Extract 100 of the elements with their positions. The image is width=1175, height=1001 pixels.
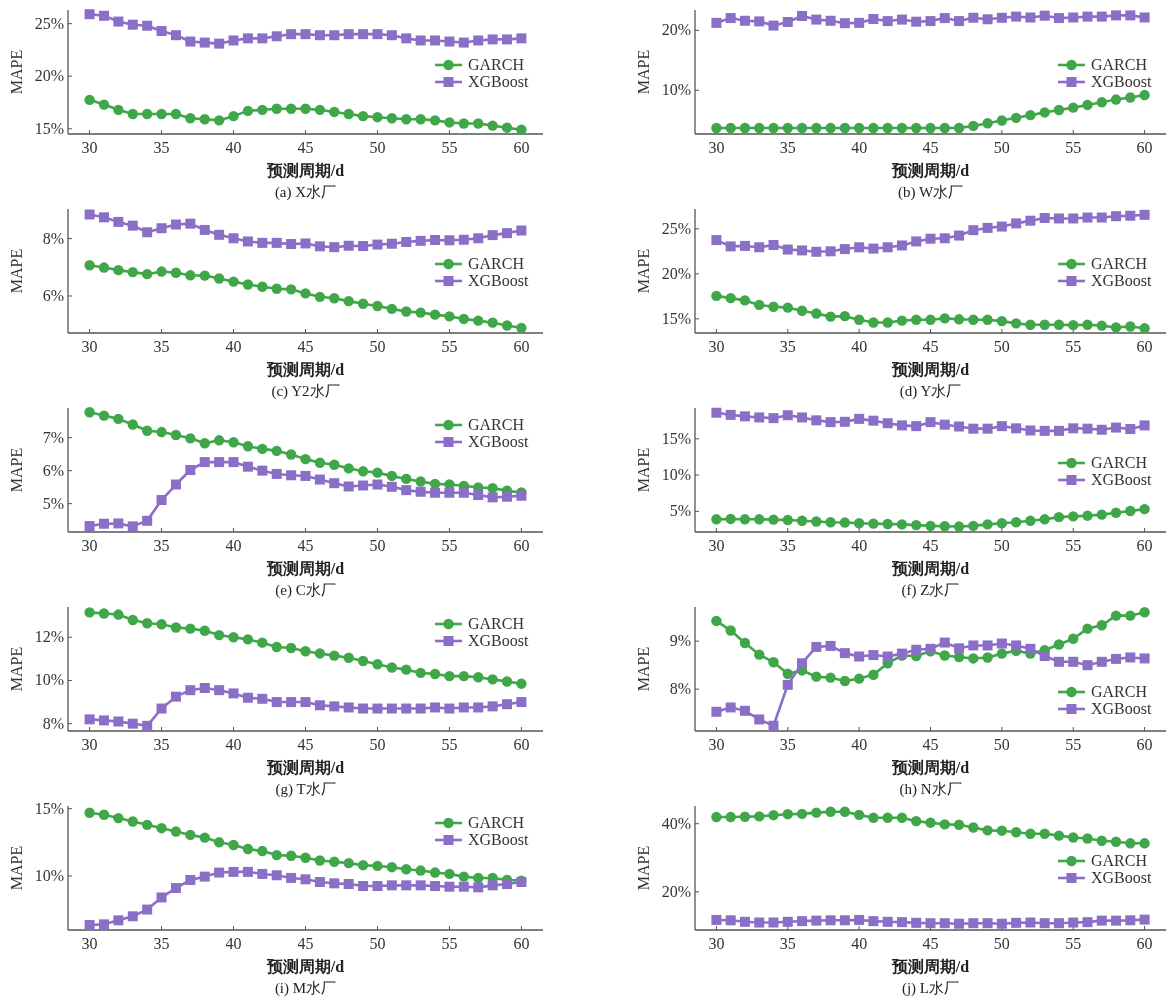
text: (d) Y水厂 — [899, 383, 962, 400]
x-tick-label: 55 — [441, 935, 458, 952]
text: (f) Z水厂 — [901, 582, 960, 599]
x-tick-label: 30 — [708, 139, 725, 156]
x-tick-label: 35 — [153, 935, 170, 952]
legend-label: XGBoost — [468, 433, 530, 450]
x-axis-title: 预测周期/d — [890, 361, 970, 378]
x-tick-label: 35 — [779, 139, 796, 156]
x-tick-label: 55 — [441, 338, 458, 355]
y-tick-label: 40% — [661, 814, 691, 832]
y-tick-label: 6% — [42, 286, 64, 304]
x-tick-label: 50 — [369, 537, 386, 554]
text: (g) T水厂 — [275, 781, 336, 798]
x-tick-label: 45 — [922, 537, 939, 554]
y-tick-label: 15% — [661, 429, 691, 447]
y-tick-label: 5% — [42, 494, 64, 512]
legend-label: GARCH — [468, 615, 525, 632]
y-axis-title: MAPE — [8, 447, 25, 493]
x-tick-label: 40 — [851, 935, 868, 952]
x-tick-label: 60 — [1136, 139, 1153, 156]
x-tick-label: 40 — [225, 537, 242, 554]
y-tick-label: 20% — [661, 264, 691, 282]
x-tick-label: 40 — [851, 537, 868, 554]
x-tick-label: 55 — [441, 537, 458, 554]
legend-label: XGBoost — [1091, 73, 1153, 90]
legend-label: GARCH — [468, 416, 525, 433]
x-tick-label: 30 — [81, 139, 98, 156]
x-tick-label: 50 — [369, 935, 386, 952]
text: (e) C水厂 — [275, 582, 336, 599]
x-tick-label: 60 — [1136, 935, 1153, 952]
legend-label: XGBoost — [468, 73, 530, 90]
x-tick-label: 35 — [779, 338, 796, 355]
x-tick-label: 30 — [708, 537, 725, 554]
x-tick-label: 45 — [297, 537, 314, 554]
x-tick-label: 40 — [851, 338, 868, 355]
x-tick-label: 35 — [779, 537, 796, 554]
legend-label: GARCH — [1091, 852, 1148, 869]
y-tick-label: 10% — [661, 466, 691, 484]
y-tick-label: 5% — [669, 502, 691, 520]
x-tick-label: 45 — [922, 935, 939, 952]
x-tick-label: 55 — [441, 736, 458, 753]
x-tick-label: 45 — [297, 338, 314, 355]
x-tick-label: 50 — [993, 537, 1010, 554]
y-tick-label: 10% — [661, 81, 691, 99]
y-tick-label: 20% — [661, 882, 691, 900]
legend-label: XGBoost — [468, 831, 530, 848]
x-tick-label: 60 — [513, 139, 530, 156]
x-tick-label: 50 — [369, 736, 386, 753]
y-tick-label: 10% — [34, 671, 64, 689]
legend-label: GARCH — [1091, 255, 1148, 272]
x-tick-label: 30 — [81, 736, 98, 753]
x-tick-label: 60 — [1136, 736, 1153, 753]
legend-label: GARCH — [468, 255, 525, 272]
x-tick-label: 40 — [225, 736, 242, 753]
x-tick-label: 35 — [779, 736, 796, 753]
text: (a) X水厂 — [274, 184, 337, 201]
x-tick-label: 30 — [81, 935, 98, 952]
x-tick-label: 35 — [779, 935, 796, 952]
text: (b) W水厂 — [897, 184, 964, 201]
y-tick-label: 10% — [34, 866, 64, 884]
legend-label: XGBoost — [1091, 272, 1153, 289]
y-tick-label: 6% — [42, 461, 64, 479]
x-tick-label: 55 — [1065, 139, 1082, 156]
y-tick-label: 20% — [34, 67, 64, 85]
x-tick-label: 55 — [441, 139, 458, 156]
legend-label: XGBoost — [1091, 700, 1153, 717]
x-tick-label: 55 — [1065, 338, 1082, 355]
legend-label: XGBoost — [1091, 471, 1153, 488]
y-tick-label: 15% — [34, 119, 64, 137]
x-axis-title: 预测周期/d — [890, 560, 970, 577]
x-tick-label: 60 — [1136, 338, 1153, 355]
x-tick-label: 30 — [81, 537, 98, 554]
legend-label: GARCH — [1091, 454, 1148, 471]
x-tick-label: 40 — [225, 139, 242, 156]
x-tick-label: 50 — [993, 736, 1010, 753]
x-tick-label: 45 — [922, 338, 939, 355]
x-tick-label: 60 — [513, 338, 530, 355]
y-axis-title: MAPE — [8, 248, 25, 294]
x-tick-label: 30 — [81, 338, 98, 355]
x-tick-label: 60 — [513, 935, 530, 952]
x-tick-label: 50 — [993, 139, 1010, 156]
y-axis-title: MAPE — [635, 248, 652, 294]
x-axis-title: 预测周期/d — [265, 560, 345, 577]
text: (h) N水厂 — [899, 781, 962, 798]
y-axis-title: MAPE — [635, 646, 652, 692]
x-tick-label: 50 — [369, 338, 386, 355]
y-axis-title: MAPE — [635, 49, 652, 95]
x-axis-title: 预测周期/d — [265, 162, 345, 179]
legend-label: XGBoost — [468, 632, 530, 649]
x-axis-title: 预测周期/d — [265, 759, 345, 776]
x-tick-label: 40 — [851, 139, 868, 156]
y-tick-label: 8% — [42, 229, 64, 247]
y-tick-label: 7% — [42, 428, 64, 446]
legend-label: XGBoost — [468, 272, 530, 289]
x-tick-label: 30 — [708, 338, 725, 355]
x-tick-label: 40 — [851, 736, 868, 753]
x-axis-title: 预测周期/d — [265, 958, 345, 975]
legend-label: XGBoost — [1091, 869, 1153, 886]
y-tick-label: 8% — [42, 714, 64, 732]
x-tick-label: 35 — [153, 537, 170, 554]
